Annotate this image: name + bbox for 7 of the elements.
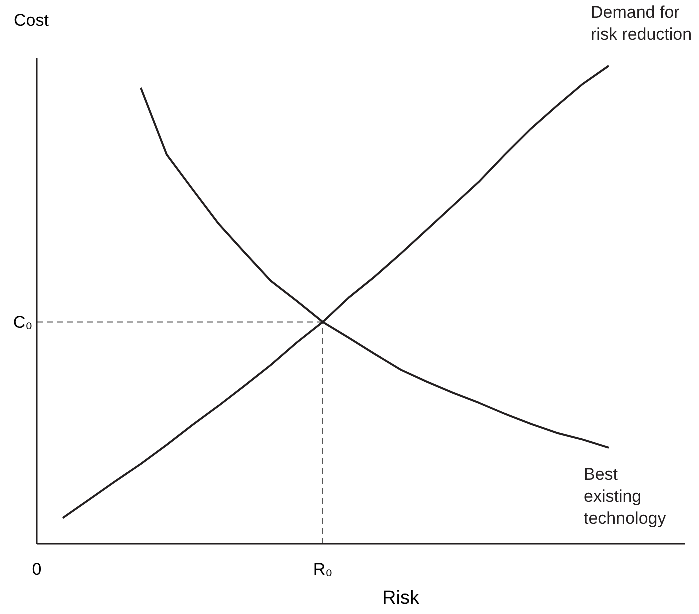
x-axis-title: Risk (382, 588, 420, 609)
x-tick-label: 0 (32, 560, 42, 579)
y-axis-title: Cost (14, 11, 50, 30)
series-label: Best existing technology (584, 464, 667, 528)
ref-line-label: C₀ (13, 313, 33, 332)
x-tick-label: R₀ (313, 560, 333, 579)
series-label: Demand for risk reduction (591, 3, 692, 44)
